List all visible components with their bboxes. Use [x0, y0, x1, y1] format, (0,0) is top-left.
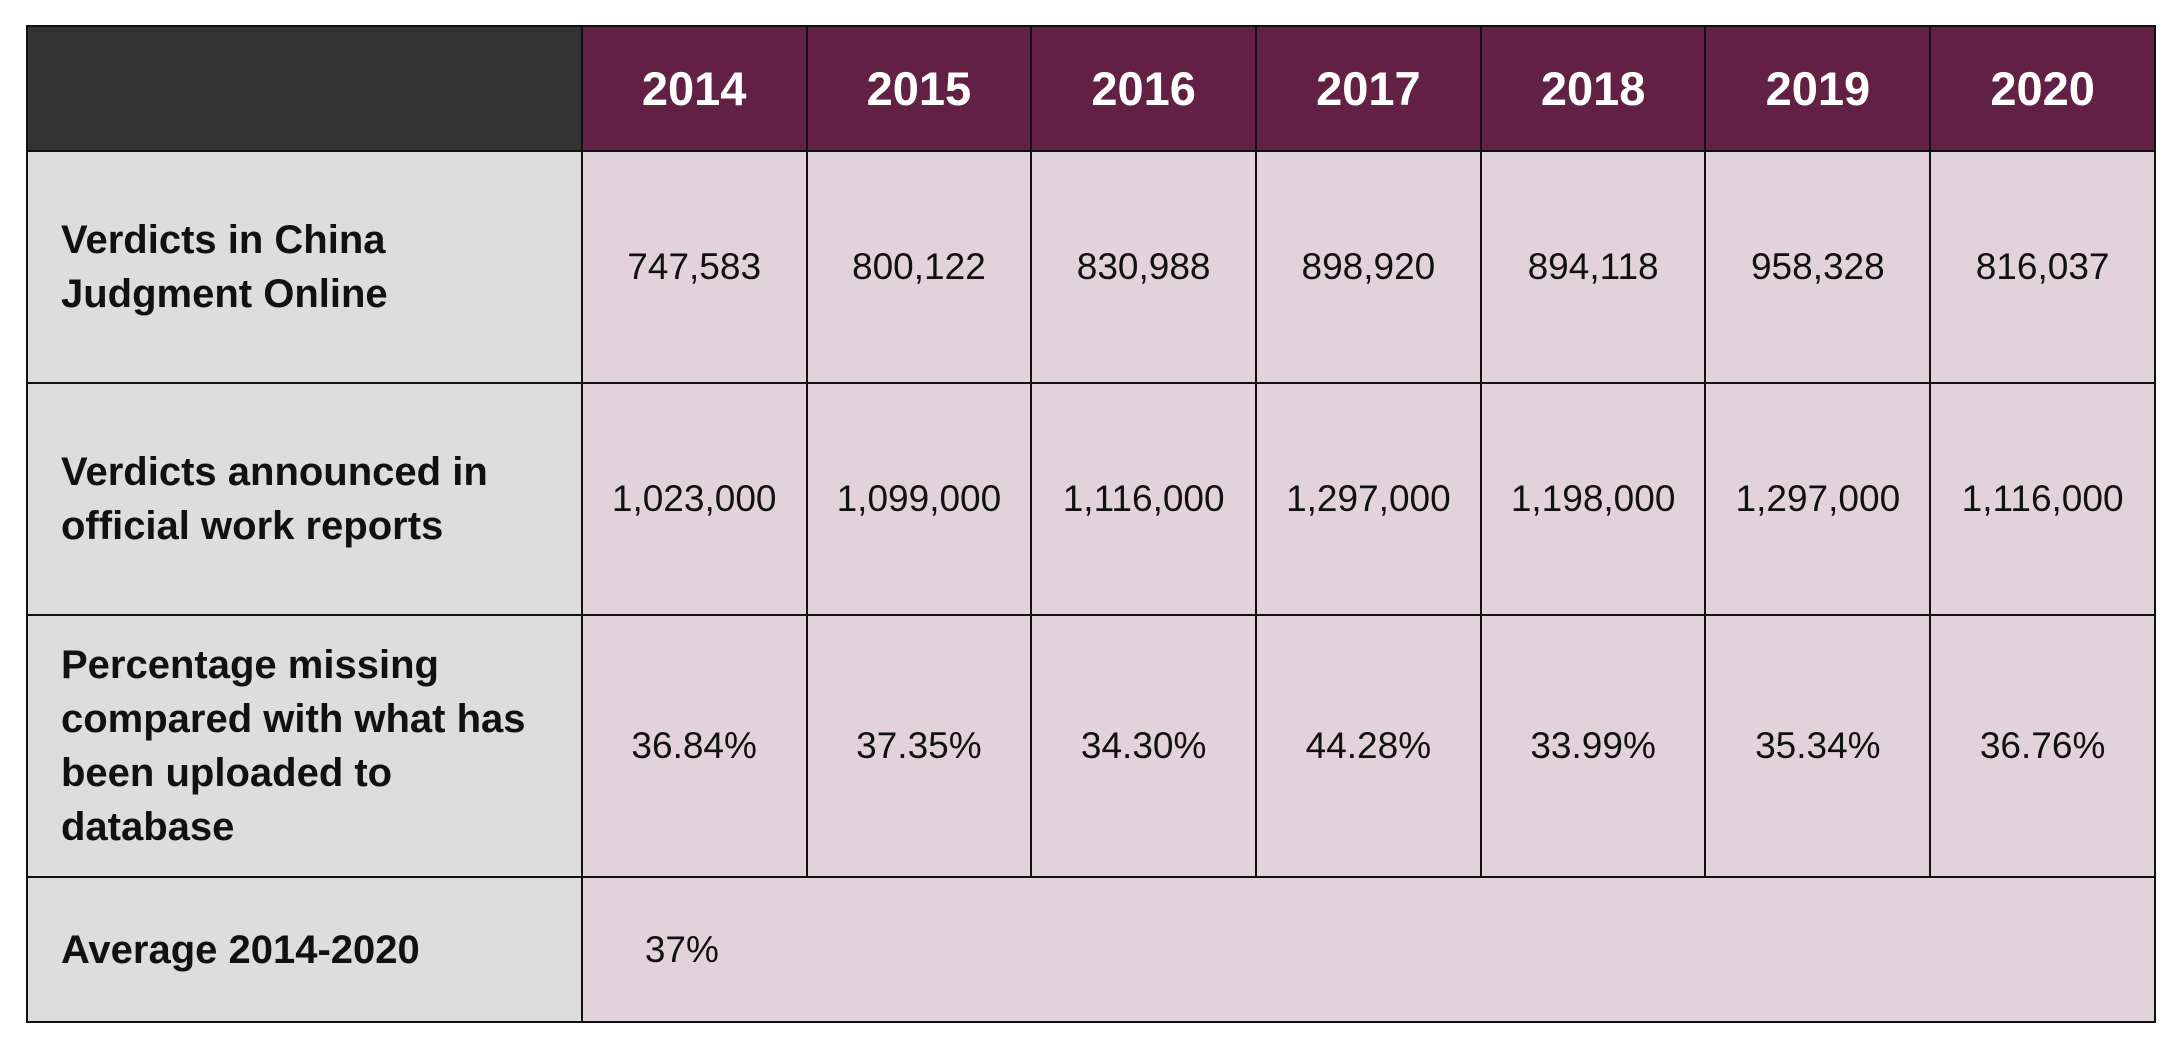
row-label-average: Average 2014-2020 — [26, 876, 583, 1023]
row-label-work-reports: Verdicts announced in official work repo… — [26, 382, 583, 616]
table-row-average: Average 2014-2020 37% — [26, 876, 2157, 1023]
table-cell: 747,583 — [580, 150, 808, 384]
average-value-cell: 37% — [580, 876, 2157, 1023]
column-header-2020: 2020 — [1929, 25, 2156, 152]
table-cell: 894,118 — [1479, 150, 1707, 384]
table-cell: 830,988 — [1030, 150, 1258, 384]
data-table-container: 2014 2015 2016 2017 2018 2019 2020 Verdi… — [26, 25, 2157, 1023]
table-cell: 36.84% — [580, 614, 808, 878]
column-header-2016: 2016 — [1030, 25, 1258, 152]
table-cell: 1,023,000 — [580, 382, 808, 616]
header-row: 2014 2015 2016 2017 2018 2019 2020 — [26, 25, 2156, 152]
row-label-percentage-missing: Percentage missing compared with what ha… — [26, 614, 583, 878]
table-cell: 1,099,000 — [805, 382, 1033, 616]
column-header-2018: 2018 — [1479, 25, 1707, 152]
table-cell: 816,037 — [1929, 150, 2156, 384]
table-cell: 1,297,000 — [1704, 382, 1932, 616]
table-cell: 1,198,000 — [1479, 382, 1707, 616]
header-corner-cell — [26, 25, 583, 152]
table-row-work-reports: Verdicts announced in official work repo… — [26, 382, 2156, 616]
verdicts-table: 2014 2015 2016 2017 2018 2019 2020 Verdi… — [26, 25, 2157, 1023]
table-cell: 1,116,000 — [1929, 382, 2156, 616]
table-cell: 34.30% — [1030, 614, 1258, 878]
table-cell: 33.99% — [1479, 614, 1707, 878]
column-header-2019: 2019 — [1704, 25, 1932, 152]
table-cell: 898,920 — [1255, 150, 1482, 384]
table-row-percentage-missing: Percentage missing compared with what ha… — [26, 614, 2156, 878]
table-cell: 800,122 — [805, 150, 1033, 384]
column-header-2014: 2014 — [580, 25, 808, 152]
table-cell: 44.28% — [1255, 614, 1482, 878]
table-row-judgment-online: Verdicts in China Judgment Online 747,58… — [26, 150, 2156, 384]
column-header-2017: 2017 — [1255, 25, 1482, 152]
table-cell: 37.35% — [805, 614, 1033, 878]
row-label-judgment-online: Verdicts in China Judgment Online — [26, 150, 583, 384]
column-header-2015: 2015 — [805, 25, 1033, 152]
table-cell: 1,297,000 — [1255, 382, 1482, 616]
table-cell: 1,116,000 — [1030, 382, 1258, 616]
table-cell: 35.34% — [1704, 614, 1932, 878]
table-cell: 36.76% — [1929, 614, 2156, 878]
table-cell: 958,328 — [1704, 150, 1932, 384]
